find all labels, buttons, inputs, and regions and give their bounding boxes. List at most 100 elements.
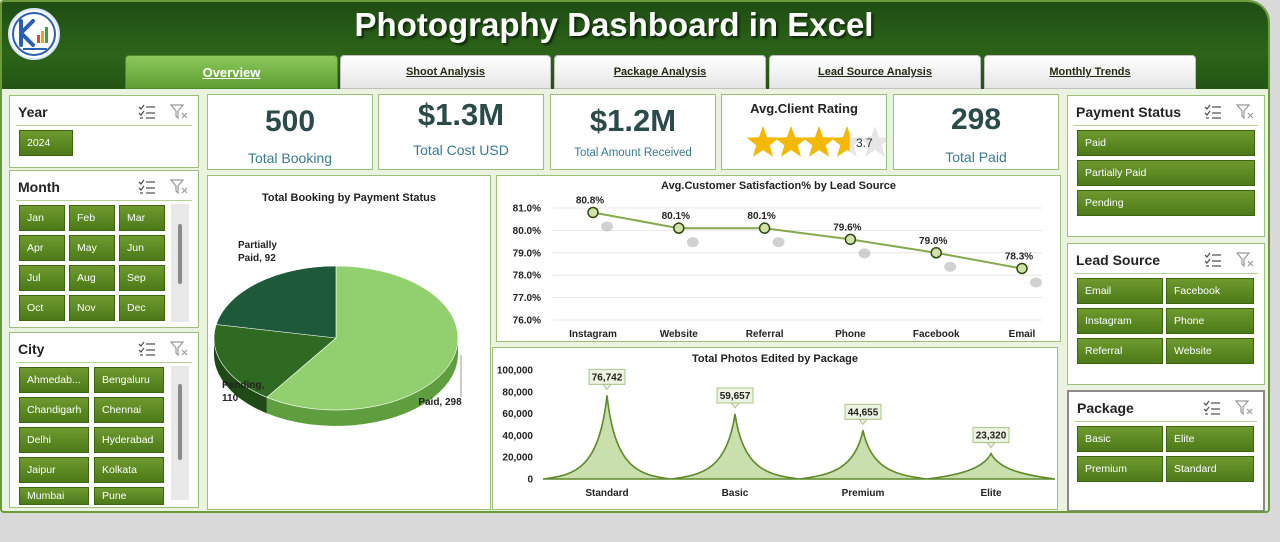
star-icon [802, 126, 836, 157]
x-tick-label: Elite [980, 488, 1002, 499]
slicer-item-month[interactable]: Apr [19, 235, 65, 261]
slicer-item-month[interactable]: Mar [119, 205, 165, 231]
slicer-item-package[interactable]: Elite [1166, 426, 1254, 452]
clear-filter-icon[interactable] [1236, 252, 1254, 268]
rating-value: 3.7 [856, 136, 873, 150]
tab-label: Monthly Trends [1049, 66, 1131, 78]
multi-select-icon[interactable] [138, 179, 156, 195]
clear-filter-icon[interactable] [170, 341, 188, 357]
pie-slice[interactable] [215, 265, 337, 339]
slicer-item-month[interactable]: Jul [19, 265, 65, 291]
scrollbar[interactable] [171, 366, 189, 500]
slicer-item-lead-source[interactable]: Phone [1166, 308, 1254, 334]
data-point[interactable] [1016, 262, 1028, 275]
data-point[interactable] [844, 233, 857, 246]
slicer-item-payment[interactable]: Partially Paid [1077, 160, 1255, 186]
clear-filter-icon[interactable] [170, 179, 188, 195]
tab-label: Lead Source Analysis [818, 66, 932, 78]
multi-select-icon[interactable] [138, 341, 156, 357]
slicer-item-lead-source[interactable]: Website [1166, 338, 1254, 364]
slicer-item-city[interactable]: Chennai [94, 397, 164, 423]
slicer-icons [1204, 104, 1254, 120]
slicer-item-month[interactable]: Dec [119, 295, 165, 321]
clear-filter-icon[interactable] [1235, 400, 1253, 416]
pie-data-label: Partially [238, 240, 277, 251]
slicer-item-city[interactable]: Chandigarh [19, 397, 89, 423]
data-point[interactable] [587, 206, 599, 219]
pie-slice-wall [266, 339, 458, 426]
multi-select-icon[interactable] [1203, 400, 1221, 416]
marker-shadow [601, 221, 613, 232]
x-tick-label: Referral [746, 329, 784, 340]
pie-slice[interactable] [213, 324, 337, 398]
x-tick-label: Standard [585, 488, 628, 499]
slicer-item-city[interactable]: Hyderabad [94, 427, 164, 453]
tab-package-analysis[interactable]: Package Analysis [554, 55, 766, 89]
marker-shadow [772, 237, 785, 248]
multi-select-icon[interactable] [1204, 252, 1222, 268]
chart-title: Avg.Customer Satisfaction% by Lead Sourc… [661, 180, 896, 192]
slicer-item-city[interactable]: Mumbai [19, 487, 89, 505]
pie-slice[interactable] [266, 265, 459, 411]
slicer-item-lead-source[interactable]: Email [1077, 278, 1163, 304]
marker-shadow [858, 248, 871, 259]
multi-select-icon[interactable] [138, 104, 156, 120]
area-peak[interactable] [798, 430, 928, 480]
slicer-item-month[interactable]: Nov [69, 295, 115, 321]
slicer-item-month[interactable]: Aug [69, 265, 115, 291]
area-peak[interactable] [926, 451, 1056, 480]
slicer-item-month[interactable]: Jun [119, 235, 165, 261]
slicer-item-package[interactable]: Premium [1077, 456, 1163, 482]
series-line [592, 211, 1023, 270]
tab-monthly-trends[interactable]: Monthly Trends [984, 55, 1196, 89]
slicer-item-city[interactable]: Pune [94, 487, 164, 505]
callout-pointer [857, 418, 869, 426]
slicer-item-city[interactable]: Delhi [19, 427, 89, 453]
slicer-item-package[interactable]: Basic [1077, 426, 1163, 452]
slicer-item-city[interactable]: Jaipur [19, 457, 89, 483]
month-slicer: Month Jan Feb Mar Apr May Jun Jul Aug Se… [9, 170, 199, 328]
data-label: 80.8% [576, 195, 604, 206]
clear-filter-icon[interactable] [1236, 104, 1254, 120]
slicer-item-month[interactable]: Oct [19, 295, 65, 321]
tab-lead-source-analysis[interactable]: Lead Source Analysis [769, 55, 981, 89]
data-point[interactable] [758, 222, 771, 234]
scrollbar[interactable] [171, 204, 189, 322]
slicer-item-month[interactable]: Sep [119, 265, 165, 291]
data-point[interactable] [930, 247, 942, 259]
multi-select-icon[interactable] [1204, 104, 1222, 120]
area-peak[interactable] [670, 413, 800, 480]
slicer-item-month[interactable]: May [69, 235, 115, 261]
slicer-item-city[interactable]: Ahmedab... [19, 367, 89, 393]
slicer-item-2024[interactable]: 2024 [19, 130, 73, 156]
x-tick-label: Instagram [569, 329, 617, 340]
slicer-item-payment[interactable]: Paid [1077, 130, 1255, 156]
scroll-thumb[interactable] [178, 224, 182, 284]
slicer-item-package[interactable]: Standard [1166, 456, 1254, 482]
area-peak[interactable] [542, 395, 672, 480]
slicer-item-city[interactable]: Bengaluru [94, 367, 164, 393]
clear-filter-icon[interactable] [170, 104, 188, 120]
star-bg-icon [858, 126, 886, 157]
marker-shadow [944, 261, 957, 272]
scroll-thumb[interactable] [178, 384, 182, 460]
tab-shoot-analysis[interactable]: Shoot Analysis [340, 55, 551, 89]
slicer-icons [1203, 400, 1253, 416]
y-tick-label: 78.0% [513, 271, 541, 282]
slicer-item-month[interactable]: Feb [69, 205, 115, 231]
slicer-item-payment[interactable]: Pending [1077, 190, 1255, 216]
slicer-item-city[interactable]: Kolkata [94, 457, 164, 483]
tab-label: Overview [202, 64, 261, 80]
y-tick-label: 60,000 [502, 409, 533, 420]
tab-overview[interactable]: Overview [125, 55, 338, 89]
slicer-item-lead-source[interactable]: Facebook [1166, 278, 1254, 304]
slicer-title: City [18, 341, 45, 357]
kpi-total-booking: 500 Total Booking [207, 94, 373, 170]
slicer-item-month[interactable]: Jan [19, 205, 65, 231]
kpi-label: Total Paid [945, 149, 1007, 165]
slicer-item-lead-source[interactable]: Referral [1077, 338, 1163, 364]
slicer-item-lead-source[interactable]: Instagram [1077, 308, 1163, 334]
data-point[interactable] [673, 222, 685, 234]
data-label: 80.1% [662, 211, 690, 222]
callout-pointer [601, 383, 613, 391]
